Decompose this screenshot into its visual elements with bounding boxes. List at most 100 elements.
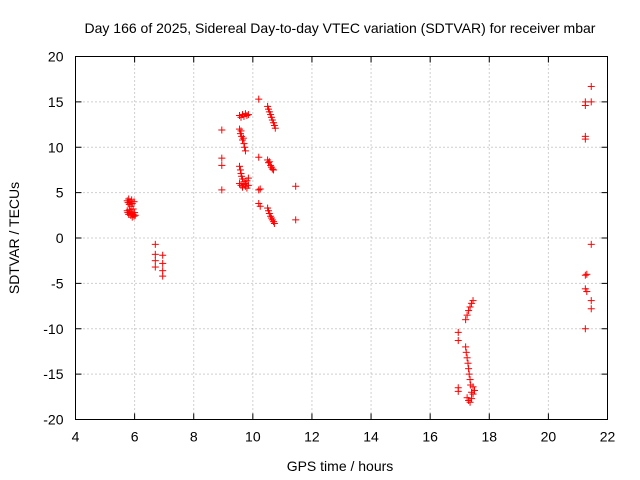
data-point bbox=[464, 359, 472, 367]
data-point bbox=[471, 386, 478, 394]
data-point bbox=[466, 303, 474, 311]
data-point bbox=[268, 165, 276, 173]
data-point bbox=[128, 200, 136, 208]
data-point bbox=[270, 219, 278, 227]
data-point bbox=[241, 147, 249, 155]
x-tick-label: 10 bbox=[245, 429, 261, 445]
y-tick-label: -5 bbox=[51, 275, 64, 291]
x-tick-label: 22 bbox=[600, 429, 616, 445]
data-point bbox=[238, 132, 246, 140]
data-point bbox=[292, 182, 300, 190]
y-axis-label: SDTVAR / TECUs bbox=[6, 182, 22, 294]
y-tick-label: 10 bbox=[48, 139, 64, 155]
data-point bbox=[587, 305, 595, 313]
data-point bbox=[587, 297, 595, 305]
data-point bbox=[462, 343, 470, 351]
y-tick-labels: 20 15 10 5 0 -5 -10 -15 -20 bbox=[43, 49, 63, 428]
grid-lines bbox=[75, 56, 608, 420]
data-point bbox=[271, 124, 279, 132]
data-point bbox=[238, 111, 246, 119]
data-point bbox=[237, 127, 245, 135]
plot-frame bbox=[75, 56, 608, 420]
y-tick-label: 5 bbox=[56, 185, 64, 201]
data-point bbox=[130, 212, 138, 220]
x-tick-label: 6 bbox=[131, 429, 139, 445]
data-point bbox=[270, 218, 278, 226]
data-point bbox=[241, 182, 249, 190]
data-point bbox=[240, 180, 248, 188]
data-point bbox=[462, 316, 470, 324]
data-point bbox=[469, 383, 477, 391]
data-point bbox=[292, 216, 300, 224]
data-point bbox=[218, 154, 226, 162]
data-point bbox=[236, 111, 244, 119]
data-point bbox=[243, 111, 251, 119]
y-tick-label: 15 bbox=[48, 94, 64, 110]
x-tick-labels: 4 6 8 10 12 14 16 18 20 22 bbox=[72, 429, 616, 445]
data-point bbox=[244, 181, 252, 189]
data-point bbox=[256, 185, 264, 193]
data-point bbox=[465, 365, 473, 373]
data-point bbox=[236, 162, 244, 170]
data-point bbox=[151, 257, 159, 265]
data-point bbox=[268, 216, 276, 224]
data-point bbox=[236, 125, 244, 133]
data-point bbox=[454, 387, 462, 395]
data-point bbox=[465, 370, 473, 378]
data-point bbox=[581, 135, 589, 143]
x-tick-label: 8 bbox=[190, 429, 198, 445]
data-point bbox=[151, 240, 159, 248]
data-point bbox=[465, 396, 473, 404]
data-point bbox=[466, 376, 474, 384]
x-tick-label: 20 bbox=[541, 429, 557, 445]
data-point bbox=[218, 161, 226, 169]
x-tick-label: 16 bbox=[422, 429, 438, 445]
y-tick-label: -10 bbox=[43, 321, 63, 337]
data-point bbox=[462, 348, 470, 356]
data-point bbox=[587, 98, 595, 106]
data-point bbox=[255, 95, 263, 103]
x-tick-label: 14 bbox=[363, 429, 379, 445]
data-point bbox=[151, 263, 159, 271]
data-point bbox=[465, 307, 473, 315]
data-point bbox=[466, 398, 474, 406]
data-point bbox=[469, 390, 477, 398]
data-point bbox=[267, 212, 275, 220]
data-point bbox=[454, 328, 462, 336]
y-tick-label: -15 bbox=[43, 366, 63, 382]
x-tick-label: 18 bbox=[481, 429, 497, 445]
data-point bbox=[159, 251, 167, 259]
data-point bbox=[240, 140, 248, 148]
data-point bbox=[454, 337, 462, 345]
data-point bbox=[241, 143, 249, 151]
data-point bbox=[218, 186, 226, 194]
data-point bbox=[237, 181, 245, 189]
data-point bbox=[463, 311, 471, 319]
data-point bbox=[583, 270, 591, 278]
data-point bbox=[244, 174, 252, 182]
data-point bbox=[130, 198, 138, 206]
data-point bbox=[255, 186, 263, 194]
data-point bbox=[131, 211, 139, 219]
data-points bbox=[123, 82, 595, 406]
y-tick-label: 0 bbox=[56, 230, 64, 246]
data-point bbox=[265, 158, 273, 166]
data-point bbox=[463, 354, 471, 362]
data-point bbox=[581, 271, 589, 279]
data-point bbox=[469, 297, 477, 305]
x-axis-label: GPS time / hours bbox=[287, 458, 394, 474]
x-tick-label: 4 bbox=[72, 429, 80, 445]
data-point bbox=[159, 272, 167, 280]
data-point bbox=[218, 126, 226, 134]
data-point bbox=[267, 214, 275, 222]
y-tick-label: 20 bbox=[48, 49, 64, 65]
data-point bbox=[581, 325, 589, 333]
data-point bbox=[587, 240, 595, 248]
data-point bbox=[125, 206, 133, 214]
y-tick-label: -20 bbox=[43, 412, 63, 428]
data-point bbox=[123, 197, 131, 205]
data-point bbox=[587, 82, 595, 90]
data-point bbox=[151, 250, 159, 258]
data-point bbox=[236, 180, 244, 188]
